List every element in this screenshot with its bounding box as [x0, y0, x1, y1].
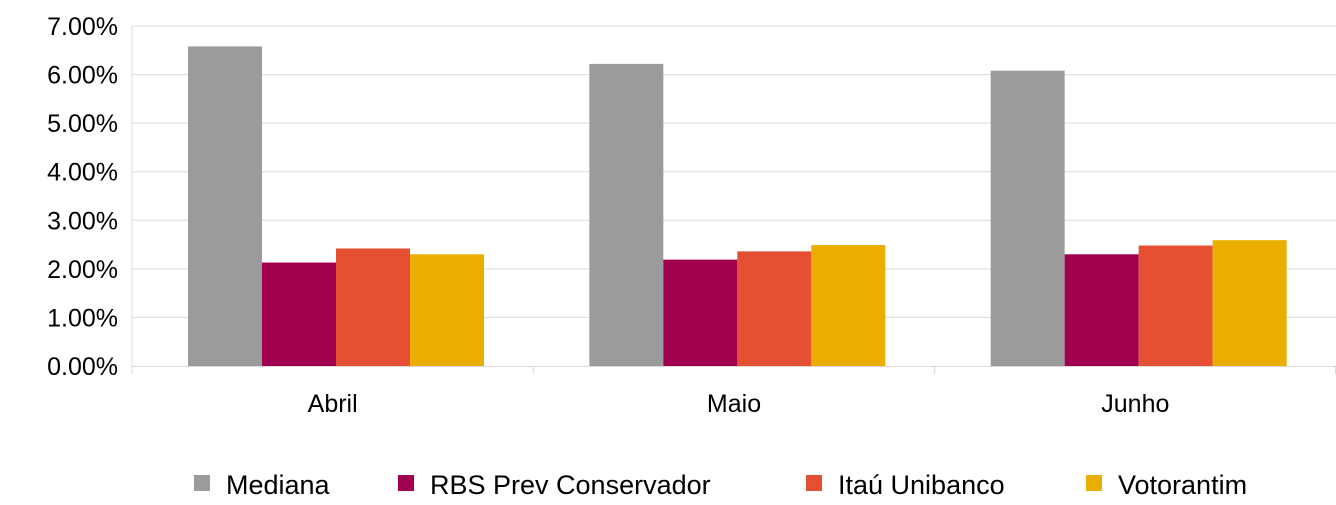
y-tick-label: 5.00%: [47, 110, 118, 138]
bar: [1064, 254, 1139, 366]
y-tick-label: 2.00%: [47, 256, 118, 284]
y-tick-label: 1.00%: [47, 304, 118, 332]
legend-label: Itaú Unibanco: [838, 470, 1005, 500]
y-tick-label: 7.00%: [47, 13, 118, 41]
legend-swatch: [398, 475, 414, 491]
bar: [336, 248, 410, 366]
bar: [188, 46, 262, 367]
bar: [1138, 245, 1213, 366]
legend-label: Mediana: [226, 470, 331, 500]
bar: [663, 259, 738, 366]
legend-swatch: [194, 475, 210, 491]
y-tick-label: 6.00%: [47, 62, 118, 90]
y-tick-label: 0.00%: [47, 353, 118, 381]
bar: [990, 70, 1065, 366]
bar: [737, 251, 812, 366]
x-axis-category-labels: Abril Maio Junho: [308, 390, 1170, 418]
bar: [589, 63, 664, 367]
legend-label: RBS Prev Conservador: [430, 470, 711, 500]
x-tick-label: Abril: [308, 390, 358, 418]
legend-label: Votorantim: [1118, 470, 1247, 500]
x-tick-label: Junho: [1101, 390, 1169, 418]
legend-swatch: [806, 475, 822, 491]
bar: [410, 254, 484, 366]
legend: Mediana RBS Prev Conservador Itaú Unibanco…: [194, 470, 1247, 500]
x-tick-label: Maio: [707, 390, 761, 418]
y-tick-label: 3.00%: [47, 207, 118, 235]
bar: [811, 245, 886, 366]
y-tick-label: 4.00%: [47, 159, 118, 187]
bars: [188, 46, 1287, 367]
bar: [262, 262, 336, 366]
legend-swatch: [1086, 475, 1102, 491]
y-axis-tick-labels: 0.00% 1.00% 2.00% 3.00% 4.00% 5.00% 6.00% 7.00%: [47, 13, 118, 381]
bar: [1212, 240, 1287, 366]
